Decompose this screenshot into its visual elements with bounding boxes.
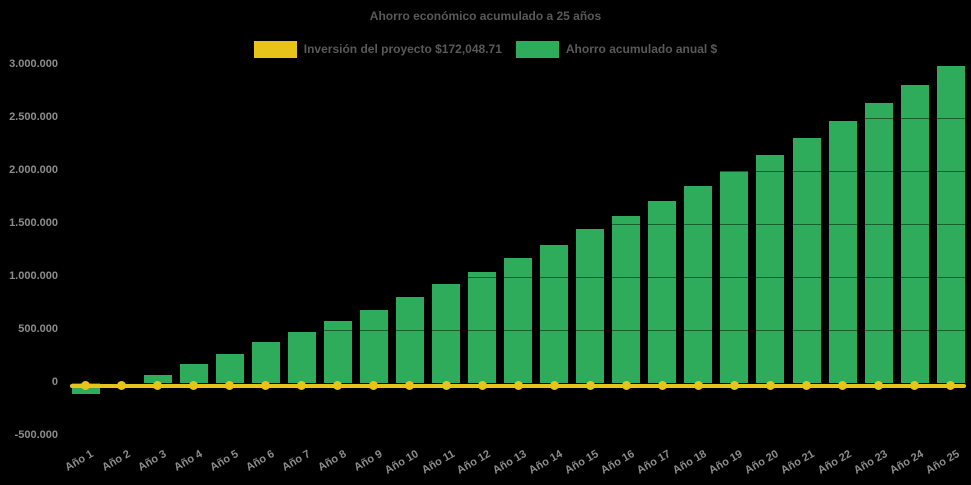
- investment-line-marker: [297, 381, 306, 390]
- investment-line-marker: [550, 381, 559, 390]
- x-tick-label: Año 10: [383, 448, 421, 477]
- x-tick-label: Año 18: [671, 448, 709, 477]
- bar-ano-14: [540, 245, 568, 383]
- investment-line-marker: [946, 381, 955, 390]
- investment-line-marker: [81, 381, 90, 390]
- bar-ano-11: [432, 284, 460, 383]
- investment-line-marker: [766, 381, 775, 390]
- bar-ano-22: [829, 121, 857, 383]
- gridline: [68, 65, 968, 66]
- bar-ano-4: [180, 364, 208, 383]
- bar-ano-18: [684, 186, 712, 383]
- bar-ano-6: [252, 342, 280, 383]
- legend-label-investment: Inversión del proyecto $172,048.71: [303, 42, 502, 56]
- bar-ano-21: [793, 138, 821, 383]
- x-tick-label: Año 12: [455, 448, 493, 477]
- gridline: [68, 330, 968, 331]
- y-tick-label: 1.000.000: [9, 270, 58, 282]
- investment-line-marker: [622, 381, 631, 390]
- investment-line-marker: [189, 381, 198, 390]
- x-tick-label: Año 11: [419, 448, 457, 477]
- bar-ano-13: [504, 258, 532, 383]
- legend-item-savings: Ahorro acumulado anual $: [515, 40, 718, 58]
- investment-line-marker: [333, 381, 342, 390]
- x-tick-label: Año 4: [172, 448, 205, 474]
- bar-ano-25: [937, 66, 965, 383]
- y-tick-label: 2.500.000: [9, 111, 58, 123]
- x-tick-label: Año 19: [707, 448, 745, 477]
- bar-ano-19: [720, 171, 748, 383]
- legend-swatch-investment-icon: [253, 40, 297, 58]
- x-tick-label: Año 13: [491, 448, 529, 477]
- investment-line-marker: [694, 381, 703, 390]
- gridline: [68, 118, 968, 119]
- x-tick-label: Año 23: [852, 448, 890, 477]
- gridline: [68, 224, 968, 225]
- investment-line-marker: [802, 381, 811, 390]
- bar-ano-8: [324, 321, 352, 383]
- investment-line-marker: [838, 381, 847, 390]
- x-tick-label: Año 22: [816, 448, 854, 477]
- x-tick-label: Año 15: [563, 448, 601, 477]
- x-tick-label: Año 3: [136, 448, 169, 474]
- investment-line-marker: [478, 381, 487, 390]
- bar-ano-15: [576, 229, 604, 383]
- bar-ano-10: [396, 297, 424, 383]
- y-tick-label: 3.000.000: [9, 58, 58, 70]
- investment-line-marker: [225, 381, 234, 390]
- x-tick-label: Año 6: [244, 448, 277, 474]
- investment-line-marker: [730, 381, 739, 390]
- gridline: [68, 436, 968, 437]
- y-tick-label: 0: [51, 376, 58, 388]
- legend-item-investment: Inversión del proyecto $172,048.71: [253, 40, 502, 58]
- bar-ano-23: [865, 103, 893, 383]
- investment-line-marker: [153, 381, 162, 390]
- investment-line-marker: [586, 381, 595, 390]
- chart-title: Ahorro económico acumulado a 25 años: [369, 9, 602, 23]
- investment-line-marker: [658, 381, 667, 390]
- x-tick-label: Año 1: [63, 448, 96, 474]
- bar-ano-17: [648, 201, 676, 383]
- x-tick-label: Año 9: [352, 448, 385, 474]
- bar-ano-12: [468, 272, 496, 383]
- bar-ano-16: [612, 216, 640, 383]
- x-tick-label: Año 20: [743, 448, 781, 477]
- x-tick-label: Año 8: [316, 448, 349, 474]
- bar-ano-9: [360, 310, 388, 383]
- x-tick-label: Año 21: [779, 448, 817, 477]
- legend: Inversión del proyecto $172,048.71 Ahorr…: [0, 40, 971, 58]
- investment-line-marker: [117, 381, 126, 390]
- gridline: [68, 171, 968, 172]
- x-tick-label: Año 14: [527, 448, 565, 477]
- investment-line-marker: [874, 381, 883, 390]
- investment-line-marker: [910, 381, 919, 390]
- x-tick-label: Año 5: [208, 448, 241, 474]
- bar-ano-3: [144, 375, 172, 383]
- bar-ano-5: [216, 354, 244, 383]
- bar-ano-20: [756, 155, 784, 383]
- y-tick-label: -500.000: [14, 429, 58, 441]
- legend-swatch-savings-icon: [515, 40, 559, 58]
- investment-line-marker: [442, 381, 451, 390]
- x-tick-label: Año 24: [888, 448, 926, 477]
- bar-ano-24: [901, 85, 929, 383]
- legend-label-savings: Ahorro acumulado anual $: [565, 42, 718, 56]
- investment-line-marker: [514, 381, 523, 390]
- x-tick-label: Año 2: [100, 448, 133, 474]
- x-tick-label: Año 16: [599, 448, 637, 477]
- y-tick-label: 1.500.000: [9, 217, 58, 229]
- investment-line-marker: [369, 381, 378, 390]
- x-tick-label: Año 17: [635, 448, 673, 477]
- gridline: [68, 277, 968, 278]
- x-tick-label: Año 7: [280, 448, 313, 474]
- bar-ano-7: [288, 332, 316, 383]
- y-tick-label: 500.000: [18, 323, 58, 335]
- y-tick-label: 2.000.000: [9, 164, 58, 176]
- investment-line-marker: [261, 381, 270, 390]
- investment-line-marker: [405, 381, 414, 390]
- x-tick-label: Año 25: [924, 448, 962, 477]
